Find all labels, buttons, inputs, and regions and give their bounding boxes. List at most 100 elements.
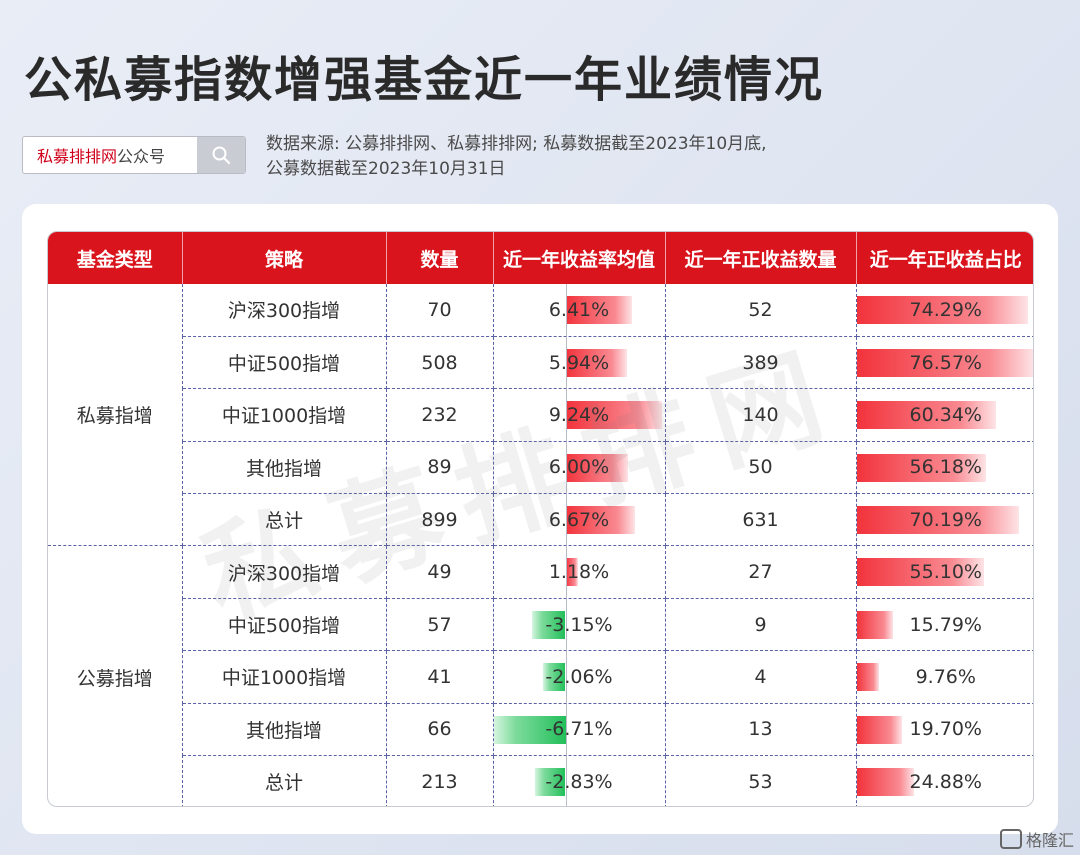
count-cell-value: 41 xyxy=(427,665,452,688)
header-avg-return: 近一年收益率均值 xyxy=(493,232,666,284)
strategy-cell: 沪深300指增 xyxy=(182,545,387,599)
fund-type-cell: 公募指增 xyxy=(48,545,183,806)
strategy-cell-value: 中证500指增 xyxy=(227,615,341,638)
table-row: 其他指增 66 -6.71% 13 19.70% xyxy=(48,703,1033,757)
positive-ratio-bar xyxy=(856,715,903,744)
avg-return-cell: -6.71% xyxy=(493,703,666,757)
strategy-cell-value: 沪深300指增 xyxy=(227,562,341,585)
count-cell: 508 xyxy=(386,336,494,390)
table-header-row: 基金类型 策略 数量 近一年收益率均值 近一年正收益数量 近一年正收益占比 xyxy=(48,232,1033,284)
source-line-2: 公募数据截至2023年10月31日 xyxy=(266,159,506,179)
source-line-1: 数据来源: 公募排排网、私募排排网; 私募数据截至2023年10月底, xyxy=(266,134,767,154)
positive-count-cell-value: 52 xyxy=(748,298,773,321)
count-cell-value: 213 xyxy=(421,770,458,793)
search-button[interactable] xyxy=(197,137,245,173)
return-bar xyxy=(565,453,629,482)
table-row: 总计 899 6.67% 631 70.19% xyxy=(48,493,1033,547)
avg-return-cell-value: 6.41% xyxy=(548,298,610,321)
return-axis-line xyxy=(565,703,567,756)
count-cell-value: 899 xyxy=(421,508,458,531)
positive-ratio-cell: 60.34% xyxy=(856,388,1033,442)
strategy-cell: 总计 xyxy=(182,755,387,806)
return-bar xyxy=(565,506,636,535)
avg-return-cell-value: -2.83% xyxy=(545,770,613,793)
return-axis-line xyxy=(565,546,567,598)
count-cell-value: 232 xyxy=(421,403,458,426)
avg-return-cell-value: 6.67% xyxy=(548,508,610,531)
performance-table-wrapper: 基金类型 策略 数量 近一年收益率均值 近一年正收益数量 近一年正收益占比 私募… xyxy=(47,231,1034,807)
positive-count-cell-value: 4 xyxy=(754,665,767,688)
search-icon xyxy=(212,146,231,165)
positive-count-cell-value: 140 xyxy=(742,403,779,426)
return-axis-line xyxy=(565,598,567,651)
positive-ratio-bar xyxy=(856,610,893,639)
logo-icon xyxy=(999,829,1022,849)
strategy-cell-value: 中证1000指增 xyxy=(221,667,347,690)
positive-count-cell-value: 53 xyxy=(748,770,773,793)
return-axis-line xyxy=(565,441,567,494)
count-cell: 70 xyxy=(386,284,494,337)
positive-count-cell: 52 xyxy=(665,284,857,337)
return-axis-line xyxy=(565,651,567,703)
strategy-cell-value: 其他指增 xyxy=(245,457,322,480)
return-bar xyxy=(565,348,628,377)
positive-ratio-cell: 76.57% xyxy=(856,336,1033,390)
positive-ratio-bar xyxy=(856,506,1019,535)
positive-ratio-cell-value: 56.18% xyxy=(909,456,982,479)
return-axis-line xyxy=(565,284,567,336)
positive-count-cell-value: 27 xyxy=(748,561,773,584)
table-row: 其他指增 89 6.00% 50 56.18% xyxy=(48,441,1033,495)
table-row: 中证1000指增 232 9.24% 140 60.34% xyxy=(48,388,1033,442)
avg-return-cell: 6.67% xyxy=(493,493,666,547)
positive-ratio-cell-value: 19.70% xyxy=(909,718,982,741)
return-bar xyxy=(535,768,566,797)
strategy-cell-value: 其他指增 xyxy=(245,719,322,742)
return-axis-line xyxy=(565,756,567,806)
positive-ratio-bar xyxy=(856,768,914,797)
positive-ratio-bar xyxy=(856,558,984,587)
table-row: 私募指增 沪深300指增 70 6.41% 52 74.29% xyxy=(48,284,1033,547)
table-row: 中证500指增 508 5.94% 389 76.57% xyxy=(48,336,1033,390)
positive-ratio-cell: 19.70% xyxy=(856,703,1033,757)
positive-ratio-cell-value: 70.19% xyxy=(909,508,982,531)
positive-ratio-cell-value: 9.76% xyxy=(915,665,976,688)
count-cell: 41 xyxy=(386,650,494,704)
positive-count-cell: 4 xyxy=(665,650,857,704)
positive-ratio-cell: 55.10% xyxy=(856,545,1033,599)
return-bar xyxy=(565,401,662,430)
positive-count-cell-value: 631 xyxy=(742,508,779,531)
positive-ratio-bar xyxy=(856,453,987,482)
return-bar xyxy=(565,296,633,324)
positive-ratio-cell: 15.79% xyxy=(856,598,1033,652)
return-bar xyxy=(543,663,566,692)
strategy-cell: 中证1000指增 xyxy=(182,388,387,442)
avg-return-cell: 1.18% xyxy=(493,545,666,599)
strategy-cell-value: 中证500指增 xyxy=(227,353,341,376)
positive-ratio-cell-value: 24.88% xyxy=(909,770,982,793)
count-cell-value: 57 xyxy=(427,613,452,636)
table-row: 中证500指增 57 -3.15% 9 15.79% xyxy=(48,598,1033,652)
header-strategy: 策略 xyxy=(182,232,387,284)
avg-return-cell: 9.24% xyxy=(493,388,666,442)
performance-table: 基金类型 策略 数量 近一年收益率均值 近一年正收益数量 近一年正收益占比 私募… xyxy=(48,232,1033,806)
strategy-cell-value: 沪深300指增 xyxy=(227,300,341,323)
strategy-cell: 沪深300指增 xyxy=(182,284,387,337)
positive-ratio-bar xyxy=(856,663,880,692)
avg-return-cell: 5.94% xyxy=(493,336,666,390)
data-source-note: 数据来源: 公募排排网、私募排排网; 私募数据截至2023年10月底, 公募数据… xyxy=(266,132,876,182)
count-cell: 57 xyxy=(386,598,494,652)
header-count: 数量 xyxy=(386,232,494,284)
avg-return-cell-value: -2.06% xyxy=(545,665,613,688)
avg-return-cell: -2.06% xyxy=(493,650,666,704)
positive-count-cell: 50 xyxy=(665,441,857,495)
count-cell-value: 66 xyxy=(427,718,452,741)
search-suffix: 公众号 xyxy=(117,147,166,166)
positive-ratio-bar xyxy=(856,401,996,430)
count-cell-value: 49 xyxy=(427,561,452,584)
brand-logo: 格隆汇 xyxy=(999,827,1074,851)
search-box[interactable]: 私募排排网 公众号 xyxy=(22,136,246,174)
avg-return-cell-value: -6.71% xyxy=(545,718,613,741)
positive-ratio-cell: 9.76% xyxy=(856,650,1033,704)
strategy-cell: 其他指增 xyxy=(182,703,387,757)
table-row: 总计 213 -2.83% 53 24.88% xyxy=(48,755,1033,806)
